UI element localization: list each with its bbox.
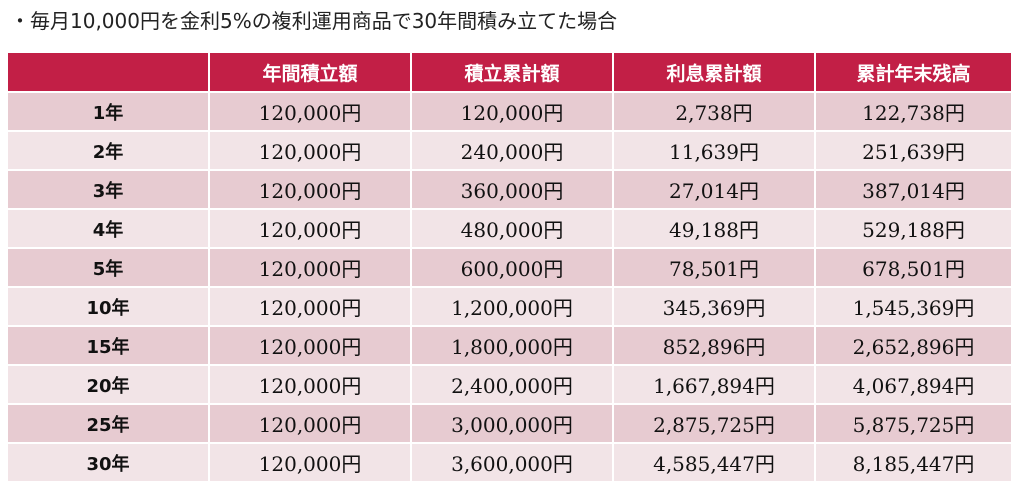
page-title: ・毎月10,000円を金利5%の複利運用商品で30年間積み立てた場合	[10, 9, 618, 33]
cumulative-interest-cell: 2,875,725円	[614, 405, 814, 444]
cumulative-contribution-cell: 240,000円	[412, 132, 612, 171]
cumulative-contribution-cell: 3,600,000円	[412, 444, 612, 483]
annual-contribution-cell: 120,000円	[210, 444, 410, 483]
cumulative-interest-cell: 78,501円	[614, 249, 814, 288]
year-end-balance-cell: 4,067,894円	[816, 366, 1011, 405]
cumulative-interest-cell: 345,369円	[614, 288, 814, 327]
annual-contribution-cell: 120,000円	[210, 327, 410, 366]
year-end-balance-cell: 2,652,896円	[816, 327, 1011, 366]
year-cell: 20年	[8, 366, 208, 405]
header-annual-contribution: 年間積立額	[210, 53, 410, 93]
cumulative-contribution-cell: 480,000円	[412, 210, 612, 249]
annual-contribution-cell: 120,000円	[210, 288, 410, 327]
year-cell: 10年	[8, 288, 208, 327]
annual-contribution-cell: 120,000円	[210, 132, 410, 171]
cumulative-contribution-cell: 3,000,000円	[412, 405, 612, 444]
header-cumulative-contribution: 積立累計額	[412, 53, 612, 93]
header-year-end-balance: 累計年末残高	[816, 53, 1011, 93]
cumulative-contribution-cell: 1,800,000円	[412, 327, 612, 366]
cumulative-contribution-cell: 600,000円	[412, 249, 612, 288]
cumulative-contribution-cell: 2,400,000円	[412, 366, 612, 405]
cumulative-interest-cell: 2,738円	[614, 93, 814, 132]
table-row: 25年 120,000円 3,000,000円 2,875,725円 5,875…	[8, 405, 1011, 444]
annual-contribution-cell: 120,000円	[210, 405, 410, 444]
annual-contribution-cell: 120,000円	[210, 93, 410, 132]
table-row: 1年 120,000円 120,000円 2,738円 122,738円	[8, 93, 1011, 132]
year-cell: 1年	[8, 93, 208, 132]
table-header-row: 年間積立額 積立累計額 利息累計額 累計年末残高	[8, 53, 1011, 93]
cumulative-interest-cell: 1,667,894円	[614, 366, 814, 405]
cumulative-contribution-cell: 120,000円	[412, 93, 612, 132]
cumulative-interest-cell: 11,639円	[614, 132, 814, 171]
table-row: 10年 120,000円 1,200,000円 345,369円 1,545,3…	[8, 288, 1011, 327]
cumulative-interest-cell: 852,896円	[614, 327, 814, 366]
annual-contribution-cell: 120,000円	[210, 210, 410, 249]
table-row: 20年 120,000円 2,400,000円 1,667,894円 4,067…	[8, 366, 1011, 405]
table-row: 30年 120,000円 3,600,000円 4,585,447円 8,185…	[8, 444, 1011, 483]
year-end-balance-cell: 1,545,369円	[816, 288, 1011, 327]
table-row: 5年 120,000円 600,000円 78,501円 678,501円	[8, 249, 1011, 288]
year-end-balance-cell: 251,639円	[816, 132, 1011, 171]
table-row: 15年 120,000円 1,800,000円 852,896円 2,652,8…	[8, 327, 1011, 366]
year-cell: 30年	[8, 444, 208, 483]
year-cell: 5年	[8, 249, 208, 288]
year-end-balance-cell: 387,014円	[816, 171, 1011, 210]
annual-contribution-cell: 120,000円	[210, 249, 410, 288]
table-row: 3年 120,000円 360,000円 27,014円 387,014円	[8, 171, 1011, 210]
year-cell: 3年	[8, 171, 208, 210]
table-row: 2年 120,000円 240,000円 11,639円 251,639円	[8, 132, 1011, 171]
cumulative-contribution-cell: 360,000円	[412, 171, 612, 210]
year-end-balance-cell: 8,185,447円	[816, 444, 1011, 483]
year-cell: 4年	[8, 210, 208, 249]
annual-contribution-cell: 120,000円	[210, 366, 410, 405]
year-cell: 25年	[8, 405, 208, 444]
cumulative-interest-cell: 27,014円	[614, 171, 814, 210]
year-end-balance-cell: 5,875,725円	[816, 405, 1011, 444]
cumulative-contribution-cell: 1,200,000円	[412, 288, 612, 327]
annual-contribution-cell: 120,000円	[210, 171, 410, 210]
cumulative-interest-cell: 49,188円	[614, 210, 814, 249]
year-end-balance-cell: 529,188円	[816, 210, 1011, 249]
table-row: 4年 120,000円 480,000円 49,188円 529,188円	[8, 210, 1011, 249]
year-end-balance-cell: 122,738円	[816, 93, 1011, 132]
header-corner-cell	[8, 53, 208, 93]
savings-simulation-table: 年間積立額 積立累計額 利息累計額 累計年末残高 1年 120,000円 120…	[6, 53, 1013, 483]
year-cell: 15年	[8, 327, 208, 366]
year-end-balance-cell: 678,501円	[816, 249, 1011, 288]
cumulative-interest-cell: 4,585,447円	[614, 444, 814, 483]
header-cumulative-interest: 利息累計額	[614, 53, 814, 93]
year-cell: 2年	[8, 132, 208, 171]
